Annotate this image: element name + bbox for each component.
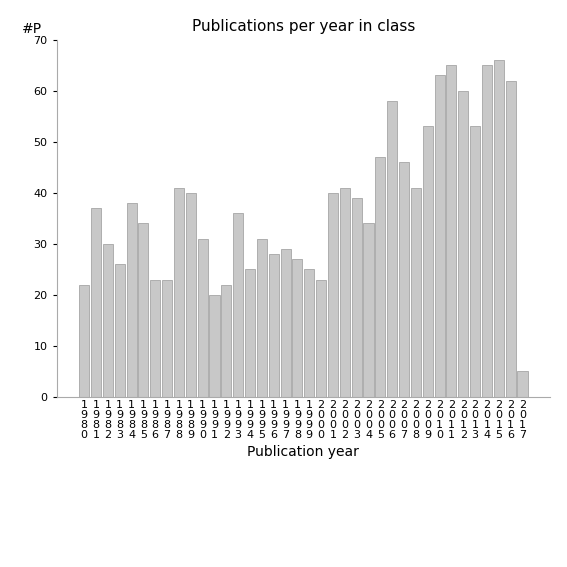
Bar xyxy=(174,188,184,397)
Bar xyxy=(209,295,219,397)
Bar xyxy=(245,269,255,397)
X-axis label: Publication year: Publication year xyxy=(247,445,359,459)
Bar xyxy=(115,264,125,397)
Bar xyxy=(233,213,243,397)
Bar xyxy=(446,65,456,397)
Bar xyxy=(423,126,433,397)
Bar xyxy=(316,280,326,397)
Bar xyxy=(328,193,338,397)
Bar xyxy=(363,223,374,397)
Title: Publications per year in class: Publications per year in class xyxy=(192,19,415,35)
Bar xyxy=(186,193,196,397)
Bar xyxy=(162,280,172,397)
Bar xyxy=(150,280,160,397)
Bar xyxy=(375,157,386,397)
Bar xyxy=(494,60,504,397)
Bar xyxy=(126,203,137,397)
Bar xyxy=(198,239,208,397)
Bar xyxy=(269,254,279,397)
Bar xyxy=(470,126,480,397)
Bar xyxy=(293,259,302,397)
Bar xyxy=(221,285,231,397)
Bar xyxy=(352,198,362,397)
Bar xyxy=(138,223,149,397)
Bar xyxy=(458,91,468,397)
Bar xyxy=(257,239,267,397)
Bar xyxy=(103,244,113,397)
Bar xyxy=(387,101,397,397)
Bar xyxy=(399,162,409,397)
Bar xyxy=(434,75,445,397)
Bar xyxy=(281,249,291,397)
Bar xyxy=(91,208,101,397)
Bar xyxy=(79,285,89,397)
Text: #P: #P xyxy=(22,22,43,36)
Bar xyxy=(304,269,314,397)
Bar xyxy=(506,81,516,397)
Bar xyxy=(482,65,492,397)
Bar xyxy=(340,188,350,397)
Bar xyxy=(411,188,421,397)
Bar xyxy=(518,371,527,397)
